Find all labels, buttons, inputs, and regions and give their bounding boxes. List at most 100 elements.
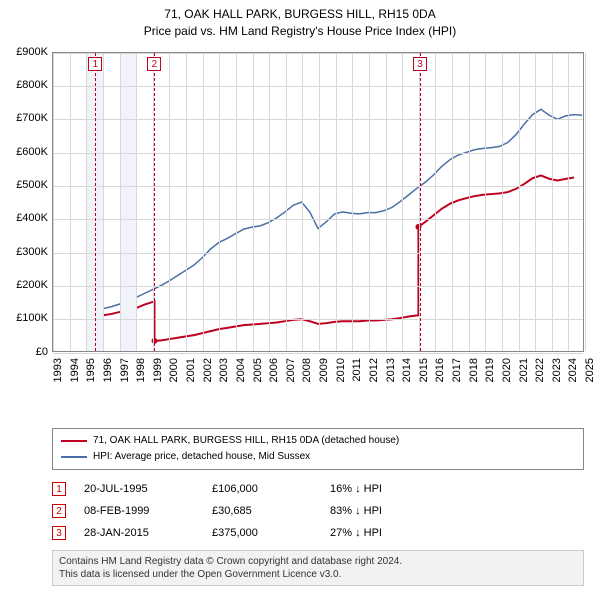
gridline-h — [53, 219, 583, 220]
legend-row-hpi: HPI: Average price, detached house, Mid … — [61, 449, 575, 465]
gridline-h — [53, 119, 583, 120]
gridline-v — [585, 53, 586, 351]
gridline-v — [435, 53, 436, 351]
event-pct: 27% ↓ HPI — [330, 527, 430, 539]
event-row: 1 20-JUL-1995 £106,000 16% ↓ HPI — [52, 478, 584, 500]
x-tick-label: 1995 — [85, 358, 97, 382]
gridline-h — [53, 286, 583, 287]
legend-label: HPI: Average price, detached house, Mid … — [93, 449, 310, 465]
events-table: 1 20-JUL-1995 £106,000 16% ↓ HPI 2 08-FE… — [52, 478, 584, 544]
gridline-v — [219, 53, 220, 351]
gridline-v — [86, 53, 87, 351]
title-address: 71, OAK HALL PARK, BURGESS HILL, RH15 0D… — [0, 6, 600, 23]
x-tick-label: 2023 — [551, 358, 563, 382]
footer-line: Contains HM Land Registry data © Crown c… — [59, 555, 577, 568]
event-date: 28-JAN-2015 — [84, 527, 194, 539]
event-marker-box: 3 — [52, 526, 66, 540]
gridline-h — [53, 253, 583, 254]
gridline-v — [386, 53, 387, 351]
x-tick-label: 2019 — [484, 358, 496, 382]
gridline-h — [53, 353, 583, 354]
gridline-v — [485, 53, 486, 351]
gridline-v — [369, 53, 370, 351]
x-tick-label: 1997 — [119, 358, 131, 382]
gridline-v — [568, 53, 569, 351]
marker-box: 1 — [88, 57, 102, 71]
event-row: 2 08-FEB-1999 £30,685 83% ↓ HPI — [52, 500, 584, 522]
y-tick-label: £600K — [2, 146, 48, 158]
x-tick-label: 2002 — [202, 358, 214, 382]
x-tick-label: 1999 — [152, 358, 164, 382]
x-tick-label: 2009 — [318, 358, 330, 382]
y-tick-label: £200K — [2, 279, 48, 291]
gridline-v — [286, 53, 287, 351]
gridline-v — [319, 53, 320, 351]
gridline-v — [186, 53, 187, 351]
gridline-v — [452, 53, 453, 351]
legend-swatch — [61, 440, 87, 442]
gridline-h — [53, 186, 583, 187]
chart-area: 123 £0£100K£200K£300K£400K£500K£600K£700… — [0, 44, 600, 424]
x-tick-label: 1993 — [52, 358, 64, 382]
gridline-v — [53, 53, 54, 351]
gridline-v — [402, 53, 403, 351]
title-subtitle: Price paid vs. HM Land Registry's House … — [0, 23, 600, 40]
gridline-v — [203, 53, 204, 351]
x-tick-label: 2008 — [301, 358, 313, 382]
y-tick-label: £700K — [2, 112, 48, 124]
x-tick-label: 2025 — [584, 358, 596, 382]
x-tick-label: 2024 — [567, 358, 579, 382]
y-tick-label: £100K — [2, 312, 48, 324]
event-marker-box: 2 — [52, 504, 66, 518]
event-date: 20-JUL-1995 — [84, 483, 194, 495]
x-tick-label: 2022 — [534, 358, 546, 382]
marker-line — [154, 53, 155, 351]
x-tick-label: 2011 — [351, 358, 363, 382]
event-date: 08-FEB-1999 — [84, 505, 194, 517]
event-amount: £106,000 — [212, 483, 312, 495]
gridline-h — [53, 319, 583, 320]
footer-attribution: Contains HM Land Registry data © Crown c… — [52, 550, 584, 586]
marker-box: 2 — [147, 57, 161, 71]
x-tick-label: 2012 — [368, 358, 380, 382]
plot-area: 123 — [52, 52, 584, 352]
gridline-v — [502, 53, 503, 351]
x-tick-label: 2000 — [168, 358, 180, 382]
event-amount: £375,000 — [212, 527, 312, 539]
y-tick-label: £300K — [2, 246, 48, 258]
x-tick-label: 1998 — [135, 358, 147, 382]
x-tick-label: 2021 — [518, 358, 530, 382]
x-tick-label: 2014 — [401, 358, 413, 382]
gridline-h — [53, 53, 583, 54]
event-amount: £30,685 — [212, 505, 312, 517]
gridline-v — [269, 53, 270, 351]
x-tick-label: 2016 — [434, 358, 446, 382]
legend: 71, OAK HALL PARK, BURGESS HILL, RH15 0D… — [52, 428, 584, 470]
x-tick-label: 2010 — [335, 358, 347, 382]
gridline-v — [169, 53, 170, 351]
x-tick-label: 1994 — [69, 358, 81, 382]
gridline-v — [236, 53, 237, 351]
x-tick-label: 2006 — [268, 358, 280, 382]
event-row: 3 28-JAN-2015 £375,000 27% ↓ HPI — [52, 522, 584, 544]
gridline-v — [519, 53, 520, 351]
legend-swatch — [61, 456, 87, 458]
gridline-v — [136, 53, 137, 351]
gridline-h — [53, 153, 583, 154]
gridline-v — [120, 53, 121, 351]
gridline-v — [302, 53, 303, 351]
x-tick-label: 1996 — [102, 358, 114, 382]
gridline-v — [70, 53, 71, 351]
gridline-h — [53, 86, 583, 87]
event-marker-box: 1 — [52, 482, 66, 496]
gridline-v — [103, 53, 104, 351]
footer-line: This data is licensed under the Open Gov… — [59, 568, 577, 581]
y-tick-label: £500K — [2, 179, 48, 191]
legend-label: 71, OAK HALL PARK, BURGESS HILL, RH15 0D… — [93, 433, 399, 449]
marker-line — [95, 53, 96, 351]
x-tick-label: 2001 — [185, 358, 197, 382]
x-tick-label: 2004 — [235, 358, 247, 382]
gridline-v — [469, 53, 470, 351]
x-tick-label: 2007 — [285, 358, 297, 382]
x-tick-label: 2003 — [218, 358, 230, 382]
